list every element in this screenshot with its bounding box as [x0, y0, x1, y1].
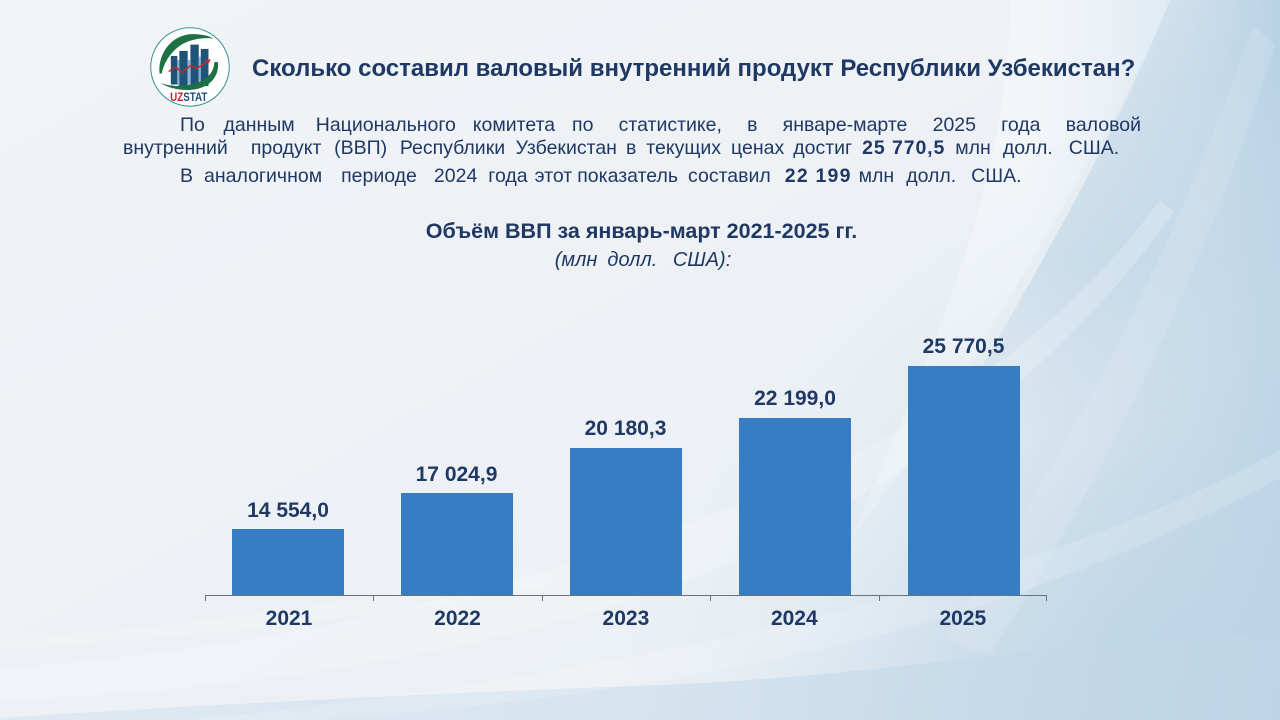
- svg-text:UZSTAT: UZSTAT: [170, 91, 208, 104]
